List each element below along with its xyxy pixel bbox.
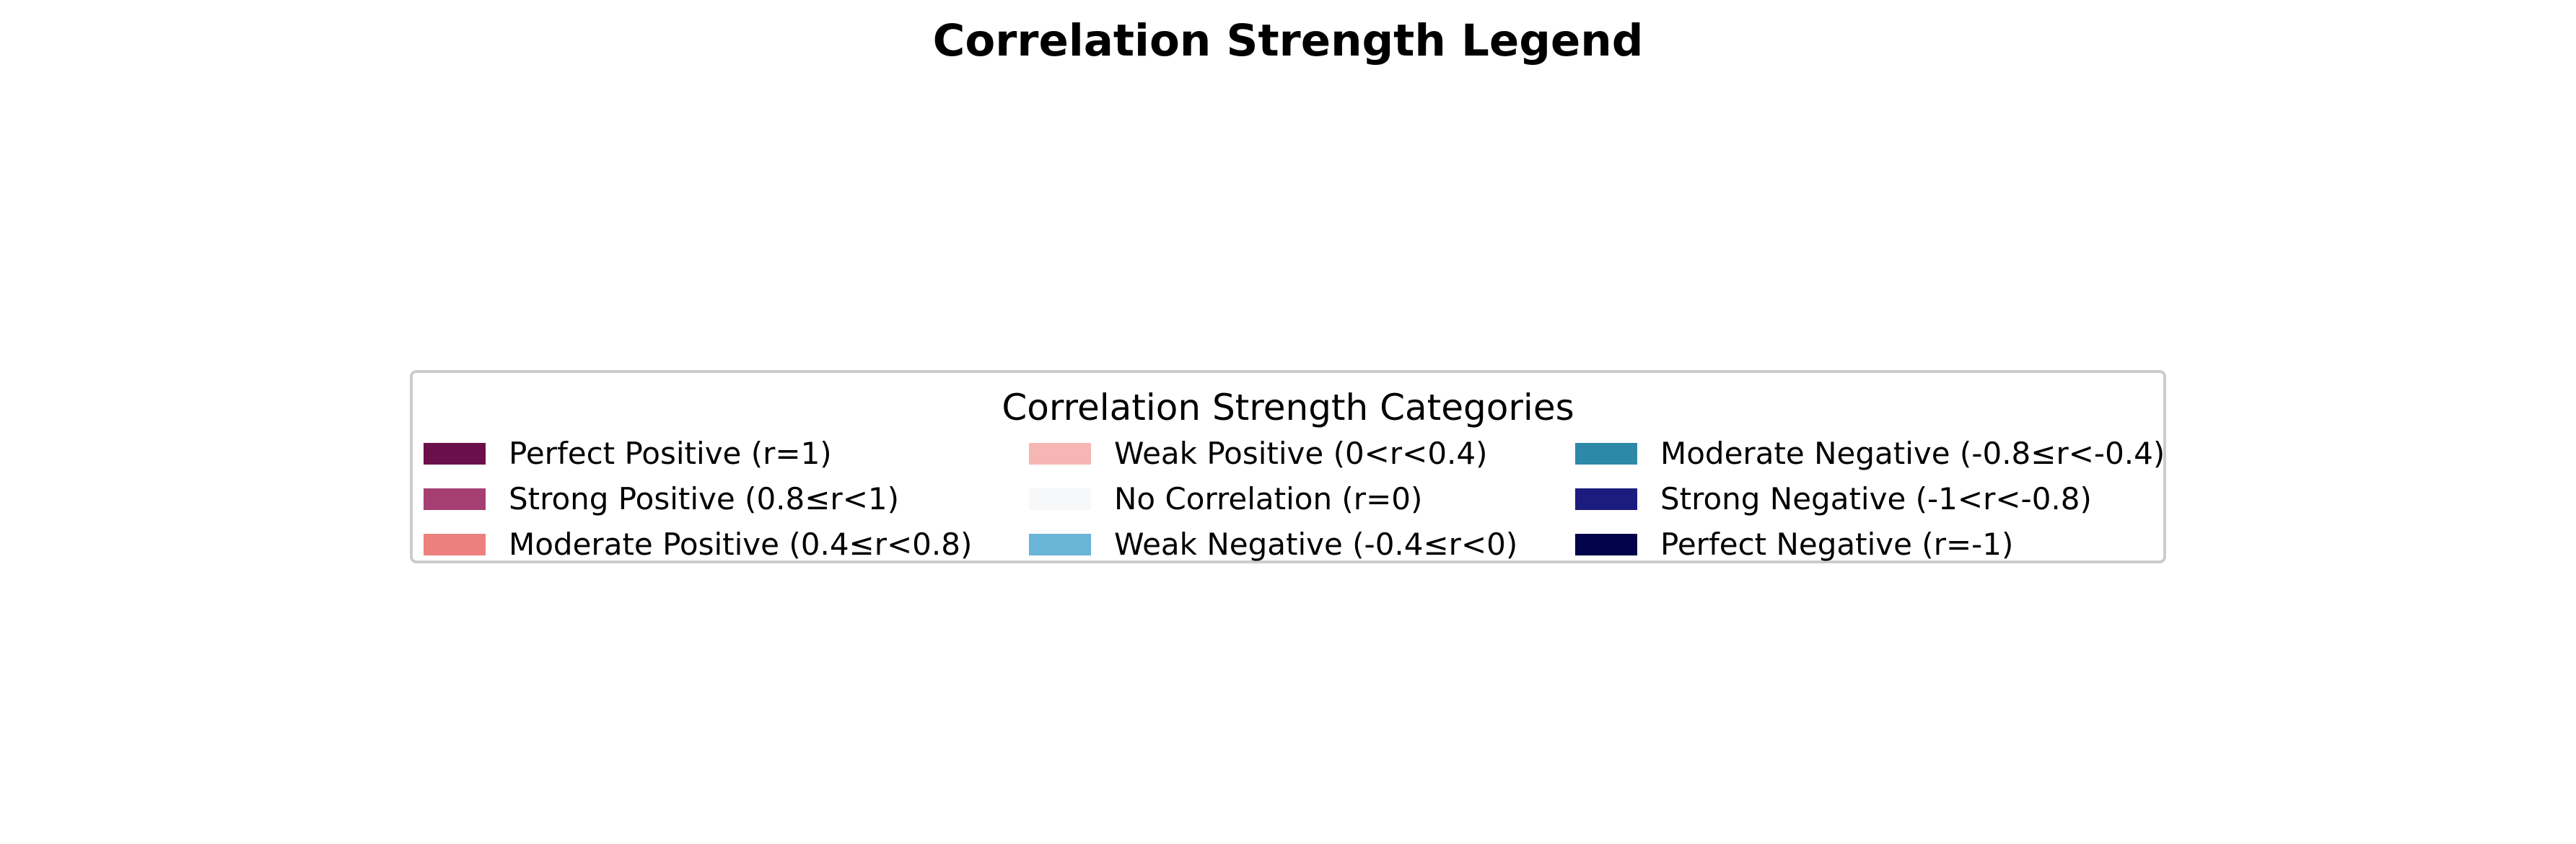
legend-label-moderate-positive: Moderate Positive (0.4≤r<0.8) (509, 527, 973, 562)
legend-label-perfect-positive: Perfect Positive (r=1) (509, 436, 832, 471)
legend-swatch-weak-positive (1029, 443, 1091, 465)
legend-label-perfect-negative: Perfect Negative (r=-1) (1660, 527, 2014, 562)
legend-swatch-perfect-positive (424, 443, 486, 465)
legend-swatch-perfect-negative (1575, 534, 1637, 555)
legend-label-strong-positive: Strong Positive (0.8≤r<1) (509, 481, 899, 516)
legend-swatch-moderate-negative (1575, 443, 1637, 465)
legend-swatch-no-correlation (1029, 488, 1091, 510)
legend: Correlation Strength Categories Perfect … (410, 370, 2166, 563)
legend-label-weak-positive: Weak Positive (0<r<0.4) (1114, 436, 1488, 471)
legend-label-strong-negative: Strong Negative (-1<r<-0.8) (1660, 481, 2092, 516)
chart-title: Correlation Strength Legend (932, 15, 1644, 66)
legend-swatch-strong-positive (424, 488, 486, 510)
legend-title: Correlation Strength Categories (1002, 387, 1574, 428)
legend-swatch-strong-negative (1575, 488, 1637, 510)
legend-label-no-correlation: No Correlation (r=0) (1114, 481, 1423, 516)
legend-label-weak-negative: Weak Negative (-0.4≤r<0) (1114, 527, 1518, 562)
legend-label-moderate-negative: Moderate Negative (-0.8≤r<-0.4) (1660, 436, 2165, 471)
legend-swatch-weak-negative (1029, 534, 1091, 555)
legend-swatch-moderate-positive (424, 534, 486, 555)
